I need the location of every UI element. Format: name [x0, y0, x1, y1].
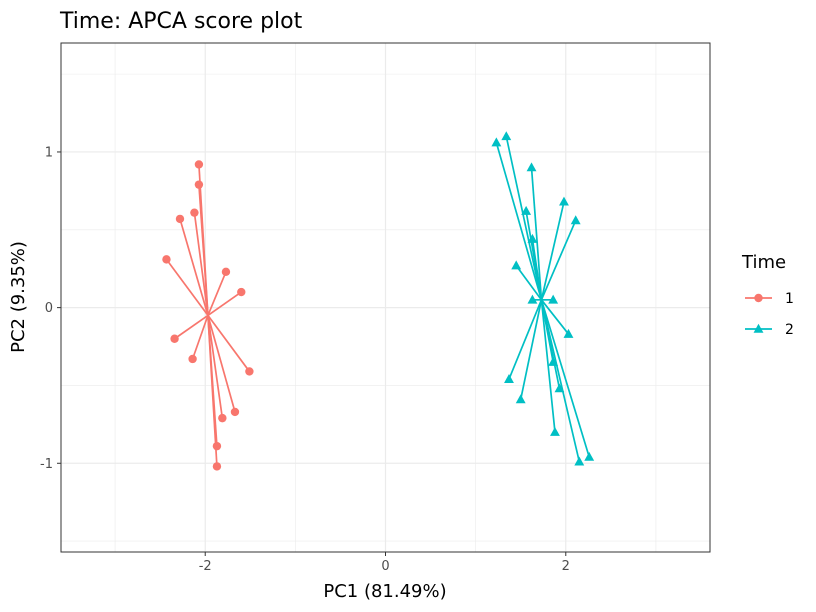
segment-series-2 — [519, 299, 543, 400]
point-series-1 — [218, 413, 227, 423]
point-series-1 — [212, 441, 222, 451]
legend-key-marker — [753, 323, 764, 333]
point-series-1 — [212, 462, 222, 471]
chart-title: Time: APCA score plot — [59, 9, 303, 34]
segment-series-2 — [540, 299, 556, 433]
y-tick-label: 1 — [45, 145, 53, 160]
legend-key-marker — [754, 293, 763, 303]
segment-series-1 — [207, 314, 251, 372]
segment-series-1 — [207, 291, 242, 317]
point-series-1 — [188, 354, 197, 364]
point-series-2 — [527, 294, 538, 304]
point-series-2 — [491, 137, 502, 147]
legend-title: Time — [741, 252, 786, 273]
segment-series-1 — [179, 218, 209, 316]
segment-series-2 — [540, 299, 581, 462]
segment-series-1 — [198, 184, 209, 316]
point-series-1 — [230, 407, 240, 417]
point-series-1 — [221, 267, 231, 277]
point-series-2 — [526, 162, 537, 172]
legend: Time 1 2 — [741, 252, 794, 338]
x-tick-label: 2 — [562, 559, 570, 574]
point-series-2 — [511, 260, 522, 270]
segment-series-2 — [540, 299, 591, 458]
x-tick-label: 0 — [381, 559, 389, 574]
segment-series-2 — [505, 136, 543, 301]
segment-series-2 — [540, 220, 577, 301]
x-axis-title: PC1 (81.49%) — [323, 581, 446, 602]
segment-series-2 — [515, 265, 543, 301]
point-series-2 — [570, 215, 581, 225]
data-points — [162, 131, 595, 471]
segment-series-1 — [191, 315, 209, 360]
point-series-2 — [563, 328, 574, 338]
y-axis-ticks: -1 0 1 — [40, 145, 61, 472]
point-series-1 — [194, 180, 204, 189]
point-series-2 — [501, 131, 512, 141]
point-series-2 — [548, 356, 559, 366]
segment-series-2 — [495, 142, 543, 301]
segment-series-2 — [540, 299, 570, 335]
point-series-2 — [504, 374, 514, 383]
point-series-2 — [548, 294, 559, 304]
segment-series-2 — [530, 167, 543, 300]
point-series-1 — [194, 160, 204, 169]
point-series-1 — [175, 214, 185, 224]
segment-series-1 — [207, 315, 224, 419]
grid-major — [61, 43, 710, 552]
point-series-1 — [162, 255, 171, 264]
point-series-2 — [515, 394, 526, 404]
segment-series-2 — [508, 299, 543, 380]
segment-series-1 — [207, 271, 227, 316]
point-series-2 — [584, 451, 595, 461]
point-series-2 — [574, 456, 585, 466]
segment-series-1 — [165, 258, 209, 316]
point-series-1 — [245, 367, 254, 376]
segment-series-1 — [207, 315, 218, 467]
legend-label: 2 — [785, 322, 794, 338]
point-series-2 — [550, 426, 560, 436]
segment-series-2 — [531, 239, 543, 300]
centroid-segments — [165, 136, 591, 467]
point-series-1 — [237, 287, 246, 297]
point-series-1 — [170, 334, 179, 343]
point-series-2 — [559, 196, 569, 206]
y-tick-label: -1 — [40, 457, 53, 472]
y-tick-label: 0 — [45, 301, 53, 316]
point-series-2 — [521, 205, 532, 215]
point-series-1 — [190, 208, 199, 217]
segment-series-1 — [174, 314, 209, 340]
point-series-2 — [554, 383, 565, 393]
segment-series-2 — [540, 201, 565, 301]
x-axis-ticks: -2 0 2 — [199, 552, 570, 574]
point-series-2 — [527, 233, 538, 243]
x-tick-label: -2 — [199, 559, 212, 574]
segment-series-1 — [193, 212, 209, 316]
legend-label: 1 — [785, 291, 794, 307]
segment-series-1 — [207, 315, 236, 413]
y-axis-title: PC2 (9.35%) — [8, 241, 29, 353]
